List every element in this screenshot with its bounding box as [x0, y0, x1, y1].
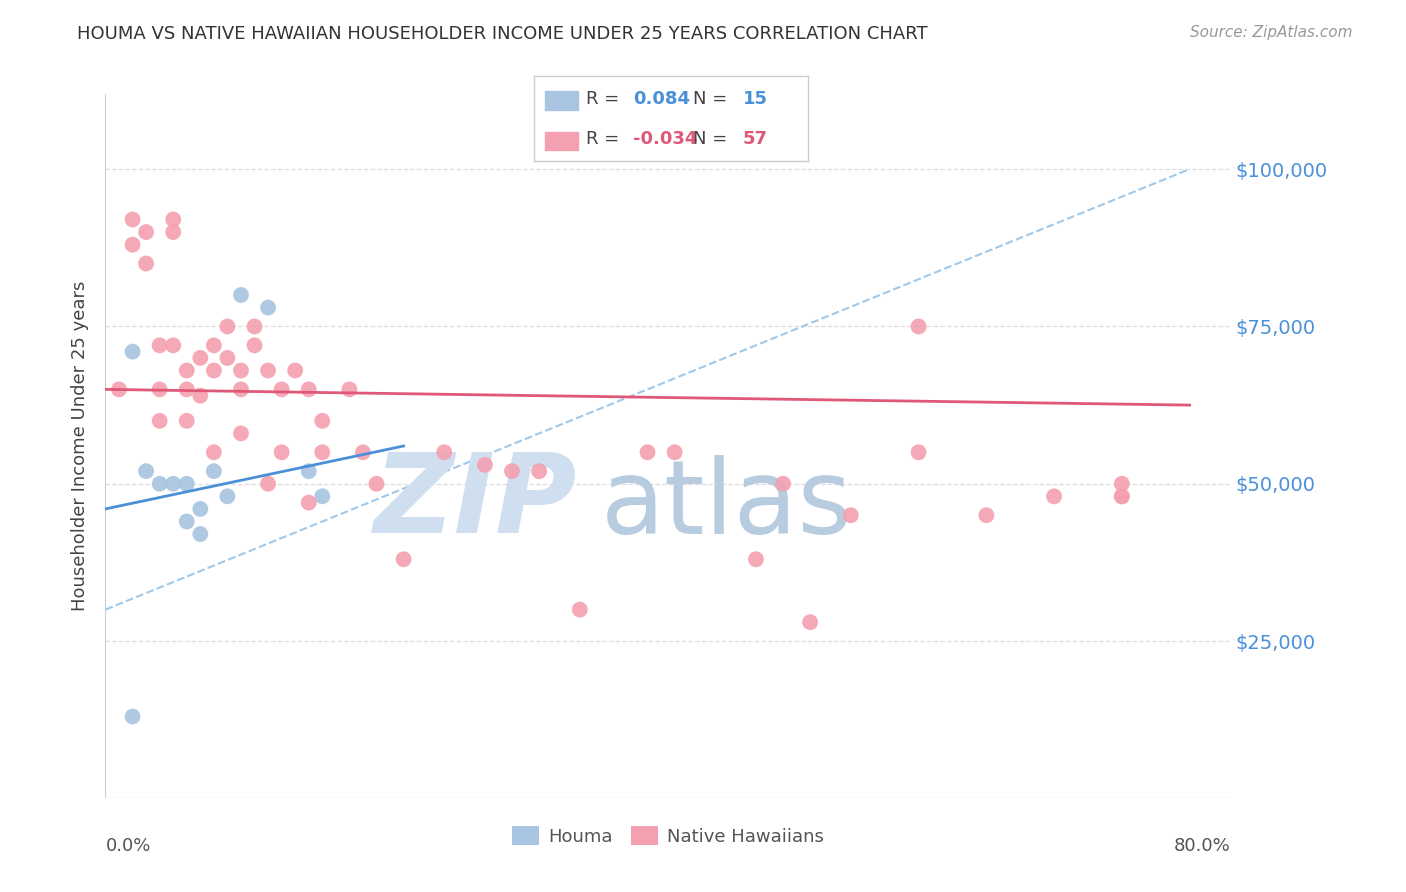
Point	[637, 445, 659, 459]
Point	[392, 552, 415, 566]
Point	[311, 414, 333, 428]
Point	[1111, 489, 1133, 503]
Point	[149, 383, 172, 397]
Point	[1111, 476, 1133, 491]
Point	[298, 495, 321, 509]
Point	[839, 508, 862, 523]
Point	[229, 426, 252, 441]
Point	[176, 414, 198, 428]
Point	[176, 383, 198, 397]
Point	[108, 383, 131, 397]
Point	[243, 319, 266, 334]
Point	[1111, 489, 1133, 503]
Point	[121, 709, 143, 723]
Point	[217, 351, 239, 365]
Point	[162, 476, 184, 491]
Text: ZIP: ZIP	[374, 449, 578, 556]
Point	[352, 445, 374, 459]
Bar	[546, 132, 578, 151]
Point	[243, 338, 266, 352]
Text: atlas: atlas	[600, 456, 852, 557]
Point	[270, 383, 292, 397]
Point	[162, 225, 184, 239]
Y-axis label: Householder Income Under 25 years: Householder Income Under 25 years	[72, 281, 90, 611]
Text: -0.034: -0.034	[633, 130, 697, 148]
Point	[745, 552, 768, 566]
Point	[217, 319, 239, 334]
Point	[257, 363, 280, 377]
Point	[135, 256, 157, 270]
Point	[188, 502, 211, 516]
Point	[907, 445, 929, 459]
Text: R =: R =	[586, 90, 620, 108]
Point	[501, 464, 523, 478]
Point	[298, 464, 321, 478]
Point	[257, 301, 280, 315]
Point	[1043, 489, 1066, 503]
Point	[135, 464, 157, 478]
Point	[229, 288, 252, 302]
Point	[188, 527, 211, 541]
Point	[176, 515, 198, 529]
Point	[162, 338, 184, 352]
Text: 80.0%: 80.0%	[1174, 837, 1230, 855]
Point	[474, 458, 496, 472]
Point	[176, 476, 198, 491]
Text: 57: 57	[742, 130, 768, 148]
Point	[311, 489, 333, 503]
Point	[311, 445, 333, 459]
Point	[121, 344, 143, 359]
Point	[284, 363, 307, 377]
Legend: Houma, Native Hawaiians: Houma, Native Hawaiians	[505, 819, 831, 853]
Text: N =: N =	[693, 130, 727, 148]
Text: Source: ZipAtlas.com: Source: ZipAtlas.com	[1189, 25, 1353, 40]
Point	[176, 363, 198, 377]
Point	[135, 225, 157, 239]
Point	[188, 351, 211, 365]
Point	[907, 319, 929, 334]
Point	[149, 338, 172, 352]
Text: 0.0%: 0.0%	[105, 837, 150, 855]
Point	[217, 489, 239, 503]
Text: N =: N =	[693, 90, 727, 108]
Point	[188, 389, 211, 403]
Point	[270, 445, 292, 459]
Point	[337, 383, 360, 397]
Text: HOUMA VS NATIVE HAWAIIAN HOUSEHOLDER INCOME UNDER 25 YEARS CORRELATION CHART: HOUMA VS NATIVE HAWAIIAN HOUSEHOLDER INC…	[77, 25, 928, 43]
Point	[121, 237, 143, 252]
Point	[664, 445, 686, 459]
Point	[121, 212, 143, 227]
Point	[527, 464, 550, 478]
Point	[149, 414, 172, 428]
Point	[162, 212, 184, 227]
Point	[772, 476, 794, 491]
Point	[976, 508, 998, 523]
Text: 15: 15	[742, 90, 768, 108]
Point	[149, 476, 172, 491]
Point	[202, 445, 225, 459]
Point	[229, 363, 252, 377]
Text: R =: R =	[586, 130, 620, 148]
Text: 0.084: 0.084	[633, 90, 690, 108]
Bar	[546, 91, 578, 110]
Point	[568, 602, 591, 616]
Point	[202, 363, 225, 377]
Point	[799, 615, 821, 630]
Point	[202, 338, 225, 352]
Point	[202, 464, 225, 478]
Point	[366, 476, 388, 491]
Point	[229, 383, 252, 397]
Point	[298, 383, 321, 397]
Point	[257, 476, 280, 491]
Point	[433, 445, 456, 459]
